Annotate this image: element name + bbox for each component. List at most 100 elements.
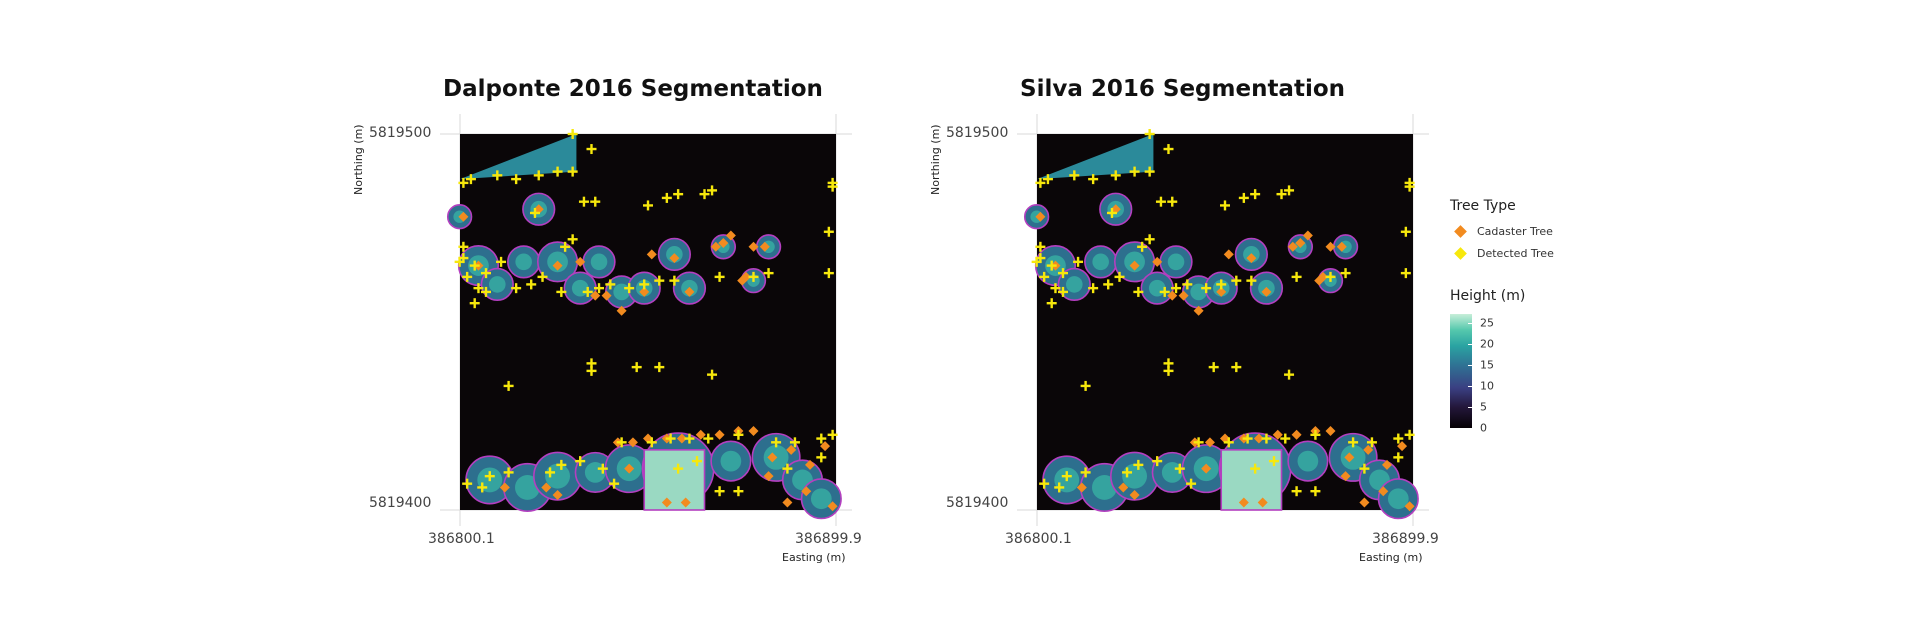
detected-tree-marker bbox=[782, 463, 793, 474]
cadaster-tree-marker bbox=[1204, 437, 1215, 448]
tree-crown-core bbox=[489, 276, 506, 293]
detected-tree-marker bbox=[1291, 271, 1302, 282]
tree-crown-core bbox=[720, 450, 742, 472]
detected-tree-marker bbox=[703, 433, 714, 444]
detected-tree-marker bbox=[1144, 129, 1155, 139]
detected-tree-marker bbox=[691, 456, 702, 467]
cadaster-tree-marker bbox=[1253, 433, 1264, 444]
detected-tree-marker bbox=[1216, 279, 1227, 290]
cadaster-tree-marker bbox=[1291, 429, 1302, 440]
plot-area bbox=[440, 114, 852, 526]
cadaster-tree-marker bbox=[676, 433, 687, 444]
cadaster-tree-marker bbox=[1178, 290, 1189, 301]
cadaster-tree-marker bbox=[748, 426, 759, 437]
detected-tree-marker bbox=[1088, 174, 1099, 185]
tree-crown-core bbox=[1066, 276, 1083, 293]
detected-tree-marker bbox=[496, 256, 507, 267]
detected-tree-marker bbox=[578, 196, 589, 207]
detected-tree-marker bbox=[714, 486, 725, 497]
cadaster-tree-marker bbox=[590, 290, 601, 301]
detected-tree-marker bbox=[1057, 268, 1068, 279]
legend-item-cadaster: Cadaster Tree bbox=[1450, 220, 1610, 242]
detected-tree-marker bbox=[1242, 433, 1253, 444]
detected-tree-marker bbox=[669, 275, 680, 286]
diamond-marker-icon bbox=[1454, 246, 1467, 260]
cadaster-tree-marker bbox=[552, 260, 563, 271]
detected-tree-marker bbox=[1182, 279, 1193, 290]
detected-tree-marker bbox=[1133, 286, 1144, 297]
detected-tree-marker bbox=[567, 129, 578, 139]
tree-crown-core bbox=[1148, 279, 1166, 297]
detected-tree-marker bbox=[594, 283, 605, 294]
y-axis-label: Northing (m) bbox=[929, 124, 942, 195]
cadaster-tree-marker bbox=[643, 433, 653, 444]
colorbar-tick: 10 bbox=[1480, 379, 1494, 393]
cadaster-tree-marker bbox=[763, 471, 774, 482]
detected-tree-marker bbox=[462, 271, 473, 282]
detected-tree-marker bbox=[1223, 437, 1234, 448]
detected-tree-marker bbox=[1366, 437, 1377, 448]
cadaster-tree-marker bbox=[1302, 230, 1313, 241]
cadaster-tree-marker bbox=[1223, 249, 1234, 260]
detected-tree-marker bbox=[1231, 275, 1242, 286]
tree-crown-tall bbox=[1220, 449, 1283, 511]
tree-crown-core bbox=[1161, 462, 1183, 483]
y-axis-label: Northing (m) bbox=[352, 124, 365, 195]
detected-tree-marker bbox=[654, 275, 665, 286]
detected-tree-marker bbox=[673, 463, 684, 474]
cadaster-tree-marker bbox=[533, 204, 544, 215]
y-tick-label: 5819400 bbox=[369, 495, 432, 511]
cadaster-tree-marker bbox=[1340, 471, 1351, 482]
detected-tree-marker bbox=[1238, 192, 1249, 203]
detected-tree-marker bbox=[1035, 241, 1046, 252]
detected-tree-marker bbox=[1393, 452, 1404, 463]
detected-tree-marker bbox=[707, 185, 718, 196]
cadaster-tree-marker bbox=[1359, 497, 1370, 508]
detected-tree-marker bbox=[503, 467, 514, 478]
detected-tree-marker bbox=[462, 478, 473, 489]
detected-tree-marker bbox=[789, 437, 800, 448]
detected-tree-marker bbox=[1137, 241, 1148, 252]
cadaster-tree-marker bbox=[759, 241, 770, 252]
cadaster-tree-marker bbox=[1325, 426, 1336, 437]
detected-tree-marker bbox=[533, 170, 544, 181]
detected-tree-marker bbox=[1340, 268, 1351, 279]
cadaster-tree-marker bbox=[710, 241, 721, 252]
detected-tree-marker bbox=[1159, 286, 1170, 297]
cadaster-tree-marker bbox=[1397, 441, 1408, 452]
detected-tree-marker bbox=[1163, 365, 1174, 376]
detected-tree-marker bbox=[458, 177, 469, 188]
x-axis-label: Easting (m) bbox=[1359, 551, 1423, 564]
x-tick-label: 386800.1 bbox=[428, 531, 495, 547]
legend-title-tree-type: Tree Type bbox=[1450, 198, 1516, 214]
cadaster-tree-marker bbox=[639, 286, 650, 297]
detected-tree-marker bbox=[1031, 256, 1042, 267]
detected-tree-marker bbox=[1400, 268, 1411, 279]
chart-title: Dalponte 2016 Segmentation bbox=[443, 76, 823, 102]
detected-tree-marker bbox=[1280, 433, 1291, 444]
detected-tree-marker bbox=[1035, 177, 1046, 188]
plot-area bbox=[1017, 114, 1429, 526]
detected-tree-marker bbox=[1110, 170, 1121, 181]
detected-tree-marker bbox=[590, 196, 601, 207]
detected-tree-marker bbox=[480, 286, 491, 297]
detected-tree-marker bbox=[469, 260, 480, 271]
cadaster-tree-marker bbox=[1325, 241, 1336, 252]
cadaster-tree-marker bbox=[1118, 482, 1129, 493]
detected-tree-marker bbox=[586, 144, 597, 155]
tree-crown-tall bbox=[643, 449, 706, 511]
cadaster-tree-marker bbox=[1404, 501, 1415, 512]
detected-tree-marker bbox=[624, 283, 635, 294]
detected-tree-marker bbox=[492, 170, 503, 181]
detected-tree-marker bbox=[529, 207, 540, 218]
detected-tree-marker bbox=[1155, 196, 1166, 207]
detected-tree-marker bbox=[1103, 279, 1114, 290]
cadaster-tree-marker bbox=[1336, 241, 1347, 252]
cadaster-tree-marker bbox=[646, 249, 657, 260]
cadaster-tree-marker bbox=[786, 444, 797, 455]
detected-tree-marker bbox=[1054, 482, 1065, 493]
cadaster-tree-marker bbox=[1295, 238, 1306, 249]
detected-tree-marker bbox=[1276, 189, 1287, 200]
cadaster-tree-marker bbox=[1193, 305, 1204, 316]
colorbar-tick: 5 bbox=[1480, 400, 1487, 414]
